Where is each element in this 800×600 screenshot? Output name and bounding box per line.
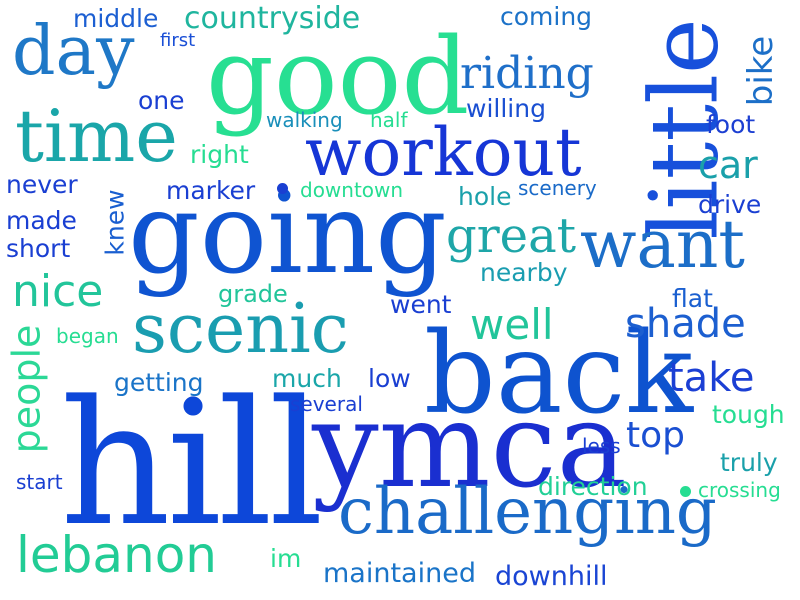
- word-dot-direction: [680, 486, 691, 497]
- word-back: back: [424, 309, 694, 439]
- word-walking: walking: [266, 108, 343, 132]
- word-willing: willing: [466, 94, 546, 123]
- word-time: time: [15, 94, 178, 178]
- word-going: going: [128, 169, 447, 299]
- word-never: never: [6, 170, 78, 199]
- word-nice: nice: [12, 266, 104, 317]
- word-challenging: challenging: [338, 475, 717, 549]
- word-well: well: [470, 300, 554, 349]
- word-went: went: [390, 290, 452, 319]
- word-shade: shade: [625, 301, 746, 347]
- word-day: day: [12, 12, 135, 91]
- word-drive: drive: [698, 190, 762, 219]
- word-getting: getting: [114, 368, 204, 397]
- word-much: much: [272, 364, 342, 393]
- word-ymca: ymca: [312, 376, 627, 514]
- word-dot-marker: [277, 183, 288, 194]
- word-knew: knew: [100, 189, 130, 256]
- word-scenic: scenic: [132, 290, 349, 369]
- word-tough: tough: [712, 400, 785, 429]
- word-people: people: [4, 324, 49, 454]
- word-bike: bike: [741, 35, 782, 107]
- word-crossing: crossing: [698, 478, 781, 502]
- word-coming: coming: [500, 2, 593, 31]
- word-car: car: [698, 143, 758, 187]
- word-marker: marker: [166, 176, 256, 205]
- word-nearby: nearby: [480, 258, 568, 287]
- word-good: good: [206, 15, 470, 138]
- word-middle: middle: [73, 4, 159, 33]
- word-top: top: [626, 415, 685, 456]
- word-riding: riding: [460, 48, 594, 99]
- word-countryside: countryside: [184, 1, 361, 36]
- word-scenery: scenery: [518, 176, 597, 200]
- word-downhill: downhill: [495, 561, 608, 592]
- word-hole: hole: [458, 182, 512, 211]
- word-short: short: [6, 234, 71, 263]
- word-middle-one: one: [138, 86, 185, 115]
- word-half: half: [370, 108, 408, 132]
- word-first: first: [160, 30, 196, 51]
- word-hill: hill: [60, 363, 324, 564]
- word-several: several: [290, 392, 363, 416]
- word-flat: flat: [672, 284, 713, 313]
- word-less: less: [582, 434, 621, 458]
- word-workout: workout: [305, 114, 582, 191]
- word-lebanon: lebanon: [16, 526, 218, 584]
- word-want: want: [580, 206, 745, 283]
- word-made: made: [6, 206, 77, 235]
- word-im: im: [270, 544, 302, 573]
- word-began: began: [56, 324, 119, 348]
- word-start: start: [16, 470, 63, 494]
- word-direction: direction: [538, 472, 648, 501]
- word-low: low: [368, 364, 411, 393]
- word-grade: grade: [218, 280, 288, 308]
- word-great: great: [446, 208, 576, 264]
- word-take: take: [668, 355, 755, 401]
- word-downtown: downtown: [300, 178, 404, 202]
- word-maintained: maintained: [323, 558, 476, 589]
- word-right: right: [190, 140, 249, 169]
- word-foot: foot: [706, 110, 756, 139]
- word-truly: truly: [720, 448, 778, 477]
